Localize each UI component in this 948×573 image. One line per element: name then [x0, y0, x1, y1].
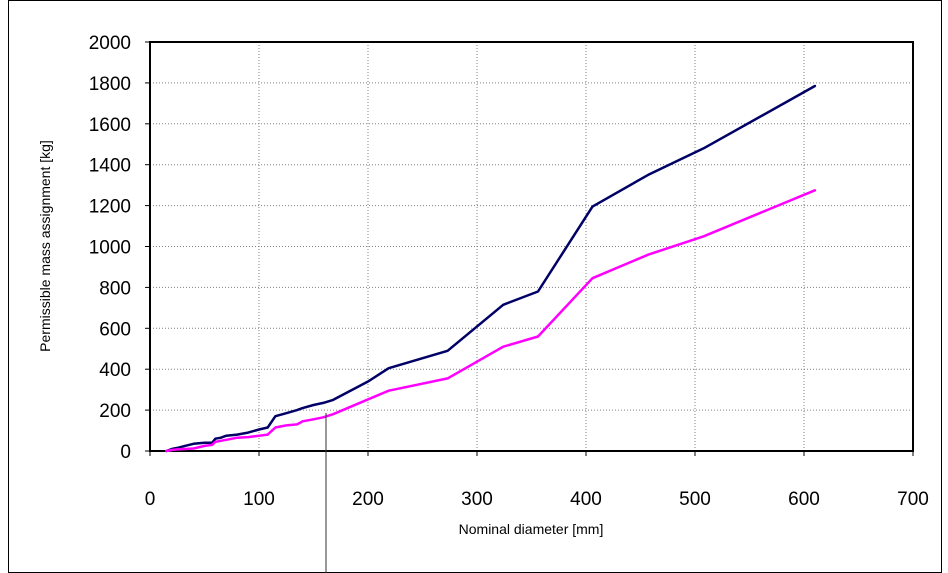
x-tick-label: 600	[788, 489, 820, 510]
y-tick-label: 1200	[89, 197, 131, 218]
x-tick-label: 0	[145, 489, 156, 510]
y-tick-label: 1000	[89, 238, 131, 259]
y-tick-label: 2000	[89, 33, 131, 54]
y-tick-label: 600	[99, 319, 131, 340]
y-tick-label: 800	[99, 278, 131, 299]
x-axis-ticks: 0 100 200 300 400 500 600 700	[145, 451, 929, 510]
y-tick-label: 400	[99, 360, 131, 381]
x-tick-label: 300	[461, 489, 493, 510]
y-tick-label: 1400	[89, 156, 131, 177]
y-axis-ticks: 0 200 400 600 800 1000 1200 1400 1600 1800 2000	[89, 33, 150, 463]
y-tick-label: 1800	[89, 74, 131, 95]
x-tick-label: 700	[897, 489, 929, 510]
x-tick-label: 200	[352, 489, 384, 510]
y-tick-label: 1600	[89, 115, 131, 136]
x-tick-label: 500	[679, 489, 711, 510]
x-tick-label: 100	[243, 489, 275, 510]
y-axis-label: Permissible mass assignment [kg]	[37, 140, 53, 352]
x-tick-label: 400	[570, 489, 602, 510]
x-axis-label: Nominal diameter [mm]	[459, 521, 604, 537]
y-tick-label: 200	[99, 401, 131, 422]
y-tick-label: 0	[120, 442, 131, 463]
